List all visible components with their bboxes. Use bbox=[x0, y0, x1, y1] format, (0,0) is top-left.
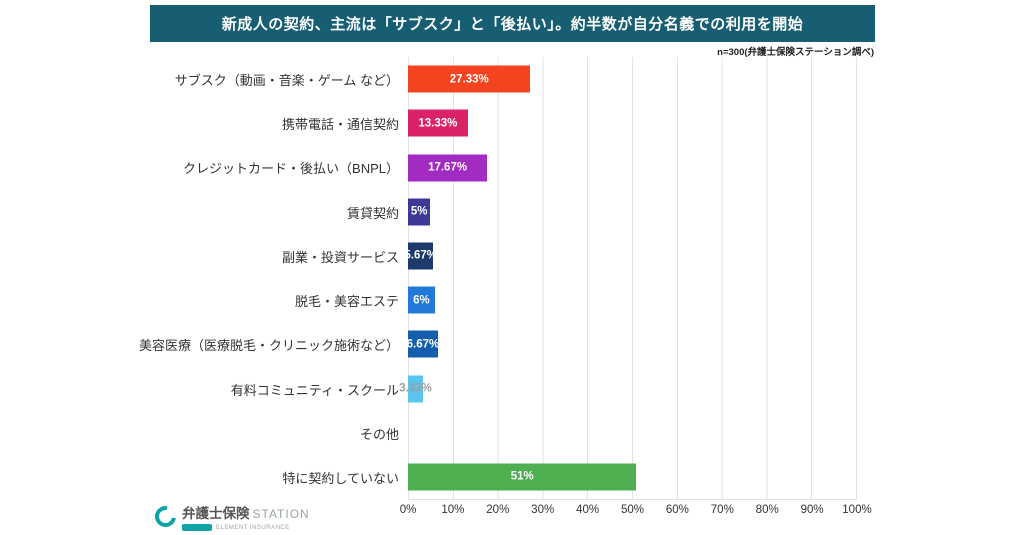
x-axis: 0% 10% 20% 30% 40% 50% 60% 70% 80% 90% 100% bbox=[400, 504, 872, 520]
x-axis-tick: 20% bbox=[486, 504, 510, 516]
bar-track: 5.67% bbox=[404, 234, 856, 278]
bar-track: 6% bbox=[408, 278, 856, 322]
title-bar: 新成人の契約、主流は「サブスク」と「後払い」。約半数が自分名義での利用を開始 bbox=[150, 5, 875, 42]
bar: 51% bbox=[408, 463, 637, 491]
bar: 17.67% bbox=[408, 154, 488, 181]
value-label: 27.33% bbox=[449, 73, 489, 86]
bar: 5.67% bbox=[404, 242, 437, 270]
bar-chart: サブスク（動画・音楽・ゲーム など） 携帯電話・通信契約クレジットカード・後払い（… bbox=[138, 57, 857, 500]
bar-track: 17.67% bbox=[408, 145, 856, 189]
bar: 6.67% bbox=[406, 330, 440, 358]
sample-size-note: n=300(弁護士保険ステーション調べ) bbox=[717, 47, 874, 58]
x-axis-tick: 40% bbox=[576, 504, 600, 516]
category-label: その他 bbox=[359, 427, 399, 443]
category-label: サブスク（動画・音楽・ゲーム など） bbox=[174, 72, 399, 88]
bar-track: 3.33% bbox=[399, 366, 856, 410]
bar-track: 13.33% bbox=[408, 101, 856, 145]
brand-name: 弁護士保険 bbox=[182, 506, 250, 521]
brand-c-icon bbox=[150, 501, 181, 532]
plot-area: 27.33% 13.33% 17.67% 5% 5.67% 6% 6.67% 3.33% 51% bbox=[399, 57, 857, 500]
value-label: 17.67% bbox=[428, 161, 468, 174]
value-label: 5% bbox=[410, 205, 428, 218]
x-axis-tick: 60% bbox=[665, 504, 689, 516]
category-label: 脱毛・美容エステ bbox=[294, 294, 399, 310]
brand-tagline: ELEMENT INSURANCE bbox=[216, 524, 290, 531]
category-label: 副業・投資サービス bbox=[281, 249, 399, 265]
x-axis-tick: 50% bbox=[620, 504, 645, 516]
x-axis-tick: 80% bbox=[755, 504, 779, 516]
bar-track bbox=[408, 411, 856, 455]
category-label: 携帯電話・通信契約 bbox=[281, 116, 399, 132]
bar-track: 5% bbox=[408, 190, 856, 234]
page-title: 新成人の契約、主流は「サブスク」と「後払い」。約半数が自分名義での利用を開始 bbox=[221, 16, 804, 33]
brand-chip bbox=[182, 524, 212, 531]
value-label: 5.67% bbox=[404, 249, 437, 262]
x-axis-tick: 10% bbox=[441, 504, 465, 516]
bar: 6% bbox=[408, 286, 435, 314]
value-label: 51% bbox=[510, 470, 534, 483]
category-label: 特に契約していない bbox=[282, 471, 399, 487]
x-axis-tick: 30% bbox=[531, 504, 555, 516]
category-label: 有料コミュニティ・スクール bbox=[230, 382, 399, 398]
bar-track: 27.33% bbox=[408, 57, 856, 101]
bar: 27.33% bbox=[408, 65, 531, 93]
bar-track: 51% bbox=[408, 455, 856, 499]
category-label: クレジットカード・後払い（BNPL） bbox=[183, 161, 399, 177]
value-label: 6.67% bbox=[406, 338, 440, 351]
x-axis-tick: 0% bbox=[399, 504, 417, 516]
brand-suffix: STATION bbox=[252, 507, 310, 521]
value-label: 3.33% bbox=[399, 382, 432, 395]
category-label: 美容医療（医療脱毛・クリニック施術など） bbox=[138, 338, 399, 354]
brand-logo: 弁護士保険 STATION ELEMENT INSURANCE bbox=[150, 501, 310, 532]
bar: 3.33% bbox=[399, 375, 432, 403]
x-axis-tick: 70% bbox=[710, 504, 734, 516]
value-label: 6% bbox=[413, 294, 430, 307]
bar: 5% bbox=[408, 198, 431, 226]
x-axis-tick: 90% bbox=[800, 504, 824, 516]
category-labels: サブスク（動画・音楽・ゲーム など） 携帯電話・通信契約クレジットカード・後払い（… bbox=[138, 57, 408, 500]
value-label: 13.33% bbox=[418, 117, 458, 130]
bar: 13.33% bbox=[408, 109, 468, 137]
x-axis-tick: 100% bbox=[842, 504, 872, 516]
category-label: 賃貸契約 bbox=[346, 205, 399, 221]
bar-track: 6.67% bbox=[406, 322, 856, 366]
